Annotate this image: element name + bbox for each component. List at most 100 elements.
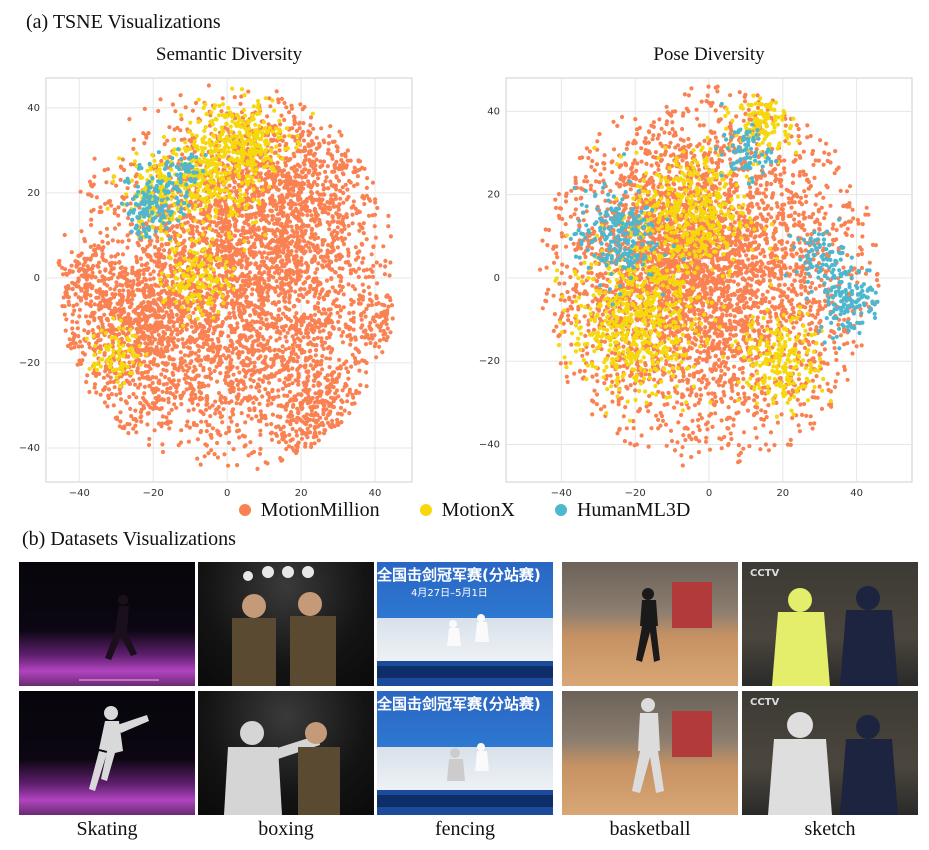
scatter-point xyxy=(340,340,345,345)
scatter-point xyxy=(288,156,293,162)
scatter-point xyxy=(102,303,107,309)
scatter-point xyxy=(383,315,388,320)
scatter-point xyxy=(210,426,215,431)
scatter-point xyxy=(192,149,197,154)
scatter-point xyxy=(159,320,164,325)
scatter-point xyxy=(247,270,252,275)
scatter-point xyxy=(191,407,196,412)
scatter-point xyxy=(344,163,349,168)
scatter-point xyxy=(204,236,209,241)
scatter-point xyxy=(302,420,307,426)
scatter-point xyxy=(74,320,80,325)
scatter-point xyxy=(151,298,156,303)
scatter-point xyxy=(348,158,353,163)
scatter-point xyxy=(147,289,152,294)
scatter-point xyxy=(99,305,104,311)
scatter-point xyxy=(330,324,335,330)
scatter-point xyxy=(288,241,293,246)
scatter-point xyxy=(231,386,236,391)
scatter-point xyxy=(131,321,136,326)
scatter-point xyxy=(179,117,184,122)
scatter-point xyxy=(228,315,233,320)
scatter-point xyxy=(379,310,384,316)
scatter-point xyxy=(357,222,362,227)
scatter-point xyxy=(251,449,257,454)
scatter-point xyxy=(177,251,182,256)
scatter-point xyxy=(120,372,125,377)
scatter-point xyxy=(148,272,153,277)
scatter-point xyxy=(165,421,170,426)
scatter-point xyxy=(270,265,275,270)
scatter-point xyxy=(244,278,249,283)
scatter-point xyxy=(224,356,229,361)
scatter-point xyxy=(308,115,314,120)
scatter-point xyxy=(246,453,251,458)
scatter-point xyxy=(243,385,248,390)
scatter-point xyxy=(207,311,213,316)
scatter-point xyxy=(281,433,286,438)
scatter-point xyxy=(263,312,268,317)
scatter-point xyxy=(332,270,338,275)
scatter-point xyxy=(178,93,183,98)
scatter-point xyxy=(283,275,289,280)
scatter-point xyxy=(224,370,229,375)
scatter-point xyxy=(223,400,228,405)
scatter-point xyxy=(318,199,323,204)
scatter-point xyxy=(304,327,309,332)
scatter-point xyxy=(64,272,69,277)
scatter-point xyxy=(193,392,198,397)
scatter-point xyxy=(153,375,159,380)
scatter-point xyxy=(287,300,292,305)
scatter-point xyxy=(314,343,319,348)
scatter-point xyxy=(309,323,314,329)
scatter-point xyxy=(209,448,214,453)
scatter-point xyxy=(283,347,288,352)
scatter-point xyxy=(340,185,345,190)
scatter-point xyxy=(84,288,90,293)
scatter-point xyxy=(309,213,314,218)
scatter-point xyxy=(120,269,125,275)
scatter-point xyxy=(94,195,99,200)
scatter-point xyxy=(357,293,362,298)
scatter-point xyxy=(228,338,233,343)
scatter-point xyxy=(351,199,356,204)
scatter-point xyxy=(272,395,277,400)
scatter-point xyxy=(154,406,159,411)
scatter-point xyxy=(309,444,314,450)
scatter-point xyxy=(166,411,172,416)
scatter-point xyxy=(303,167,308,172)
scatter-point xyxy=(336,207,341,212)
scatter-point xyxy=(145,422,150,427)
scatter-point xyxy=(290,193,295,198)
scatter-point xyxy=(150,380,155,386)
scatter-point xyxy=(317,219,322,224)
scatter-point xyxy=(170,102,175,107)
scatter-point xyxy=(337,372,342,377)
scatter-point xyxy=(215,347,220,352)
scatter-point xyxy=(257,451,263,456)
scatter-point xyxy=(171,230,177,235)
scatter-point xyxy=(105,241,111,246)
scatter-point xyxy=(260,198,265,203)
scatter-point xyxy=(196,267,201,272)
scatter-point xyxy=(64,291,69,296)
scatter-point xyxy=(325,290,330,295)
scatter-point xyxy=(198,277,203,282)
scatter-point xyxy=(366,336,372,341)
scatter-point xyxy=(327,356,333,361)
scatter-point xyxy=(134,358,139,363)
scatter-point xyxy=(142,276,147,281)
scatter-point xyxy=(276,388,281,393)
scatter-point xyxy=(229,419,234,424)
scatter-point xyxy=(147,383,152,389)
scatter-point xyxy=(296,241,301,246)
scatter-point xyxy=(178,440,184,445)
scatter-point xyxy=(246,413,251,418)
scatter-point xyxy=(287,283,292,288)
scatter-point xyxy=(144,345,149,350)
scatter-point xyxy=(220,319,225,325)
scatter-point xyxy=(109,323,114,328)
scatter-point xyxy=(349,302,354,307)
scatter-point xyxy=(254,385,259,390)
scatter-point xyxy=(298,190,304,195)
